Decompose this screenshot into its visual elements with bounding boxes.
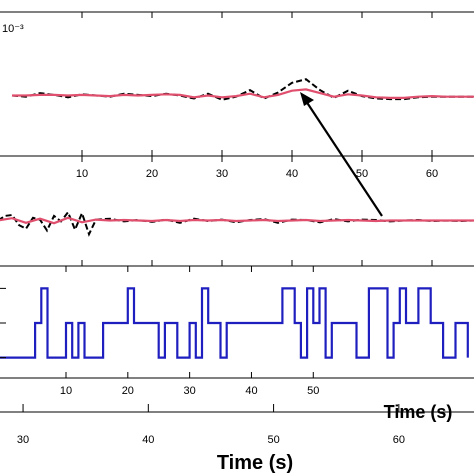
- series-line-1: [0, 210, 474, 237]
- series-line-2: [0, 216, 474, 225]
- subplot-2: 10 20 30 40 50 60: [0, 155, 474, 267]
- arrow-head: [300, 92, 314, 106]
- x-tick-label: 50: [307, 385, 319, 397]
- x-tick-label: 40: [286, 168, 298, 180]
- x-tick-label: 50: [356, 168, 368, 180]
- subplot-1: 10⁻³: [0, 11, 474, 157]
- series-line-2: [12, 88, 474, 100]
- x-axis-title: Time (s): [217, 452, 293, 474]
- x-tick-label: 30: [17, 434, 29, 446]
- annotation-arrow: [300, 92, 383, 217]
- x-tick-label: 60: [393, 434, 405, 446]
- subplot-4: 30 40 50 60 Time (s): [17, 404, 405, 474]
- x-tick-label: 20: [146, 168, 158, 180]
- series-line-1: [11, 78, 474, 101]
- x-tick-label: 30: [184, 385, 196, 397]
- axes-frame: [0, 11, 474, 157]
- axes-frame: [0, 265, 474, 379]
- x-tick-label: 40: [142, 434, 154, 446]
- exponent-label: 10⁻³: [2, 23, 24, 35]
- x-tick-label: 30: [216, 168, 228, 180]
- x-tick-label: 40: [245, 385, 257, 397]
- x-tick-label: 50: [267, 434, 279, 446]
- x-tick-label: 60: [426, 168, 438, 180]
- plot-area: 10⁻³ 10 20 30 40 50 60 10 20 30 40 50 Time (s) 30 40 50…: [0, 11, 474, 474]
- series-line-1: [0, 287, 469, 359]
- axes-frame: [0, 155, 474, 267]
- x-tick-label: 10: [76, 168, 88, 180]
- x-tick-label: 10: [60, 385, 72, 397]
- x-tick-label: 20: [122, 385, 134, 397]
- arrow-shaft: [305, 100, 383, 217]
